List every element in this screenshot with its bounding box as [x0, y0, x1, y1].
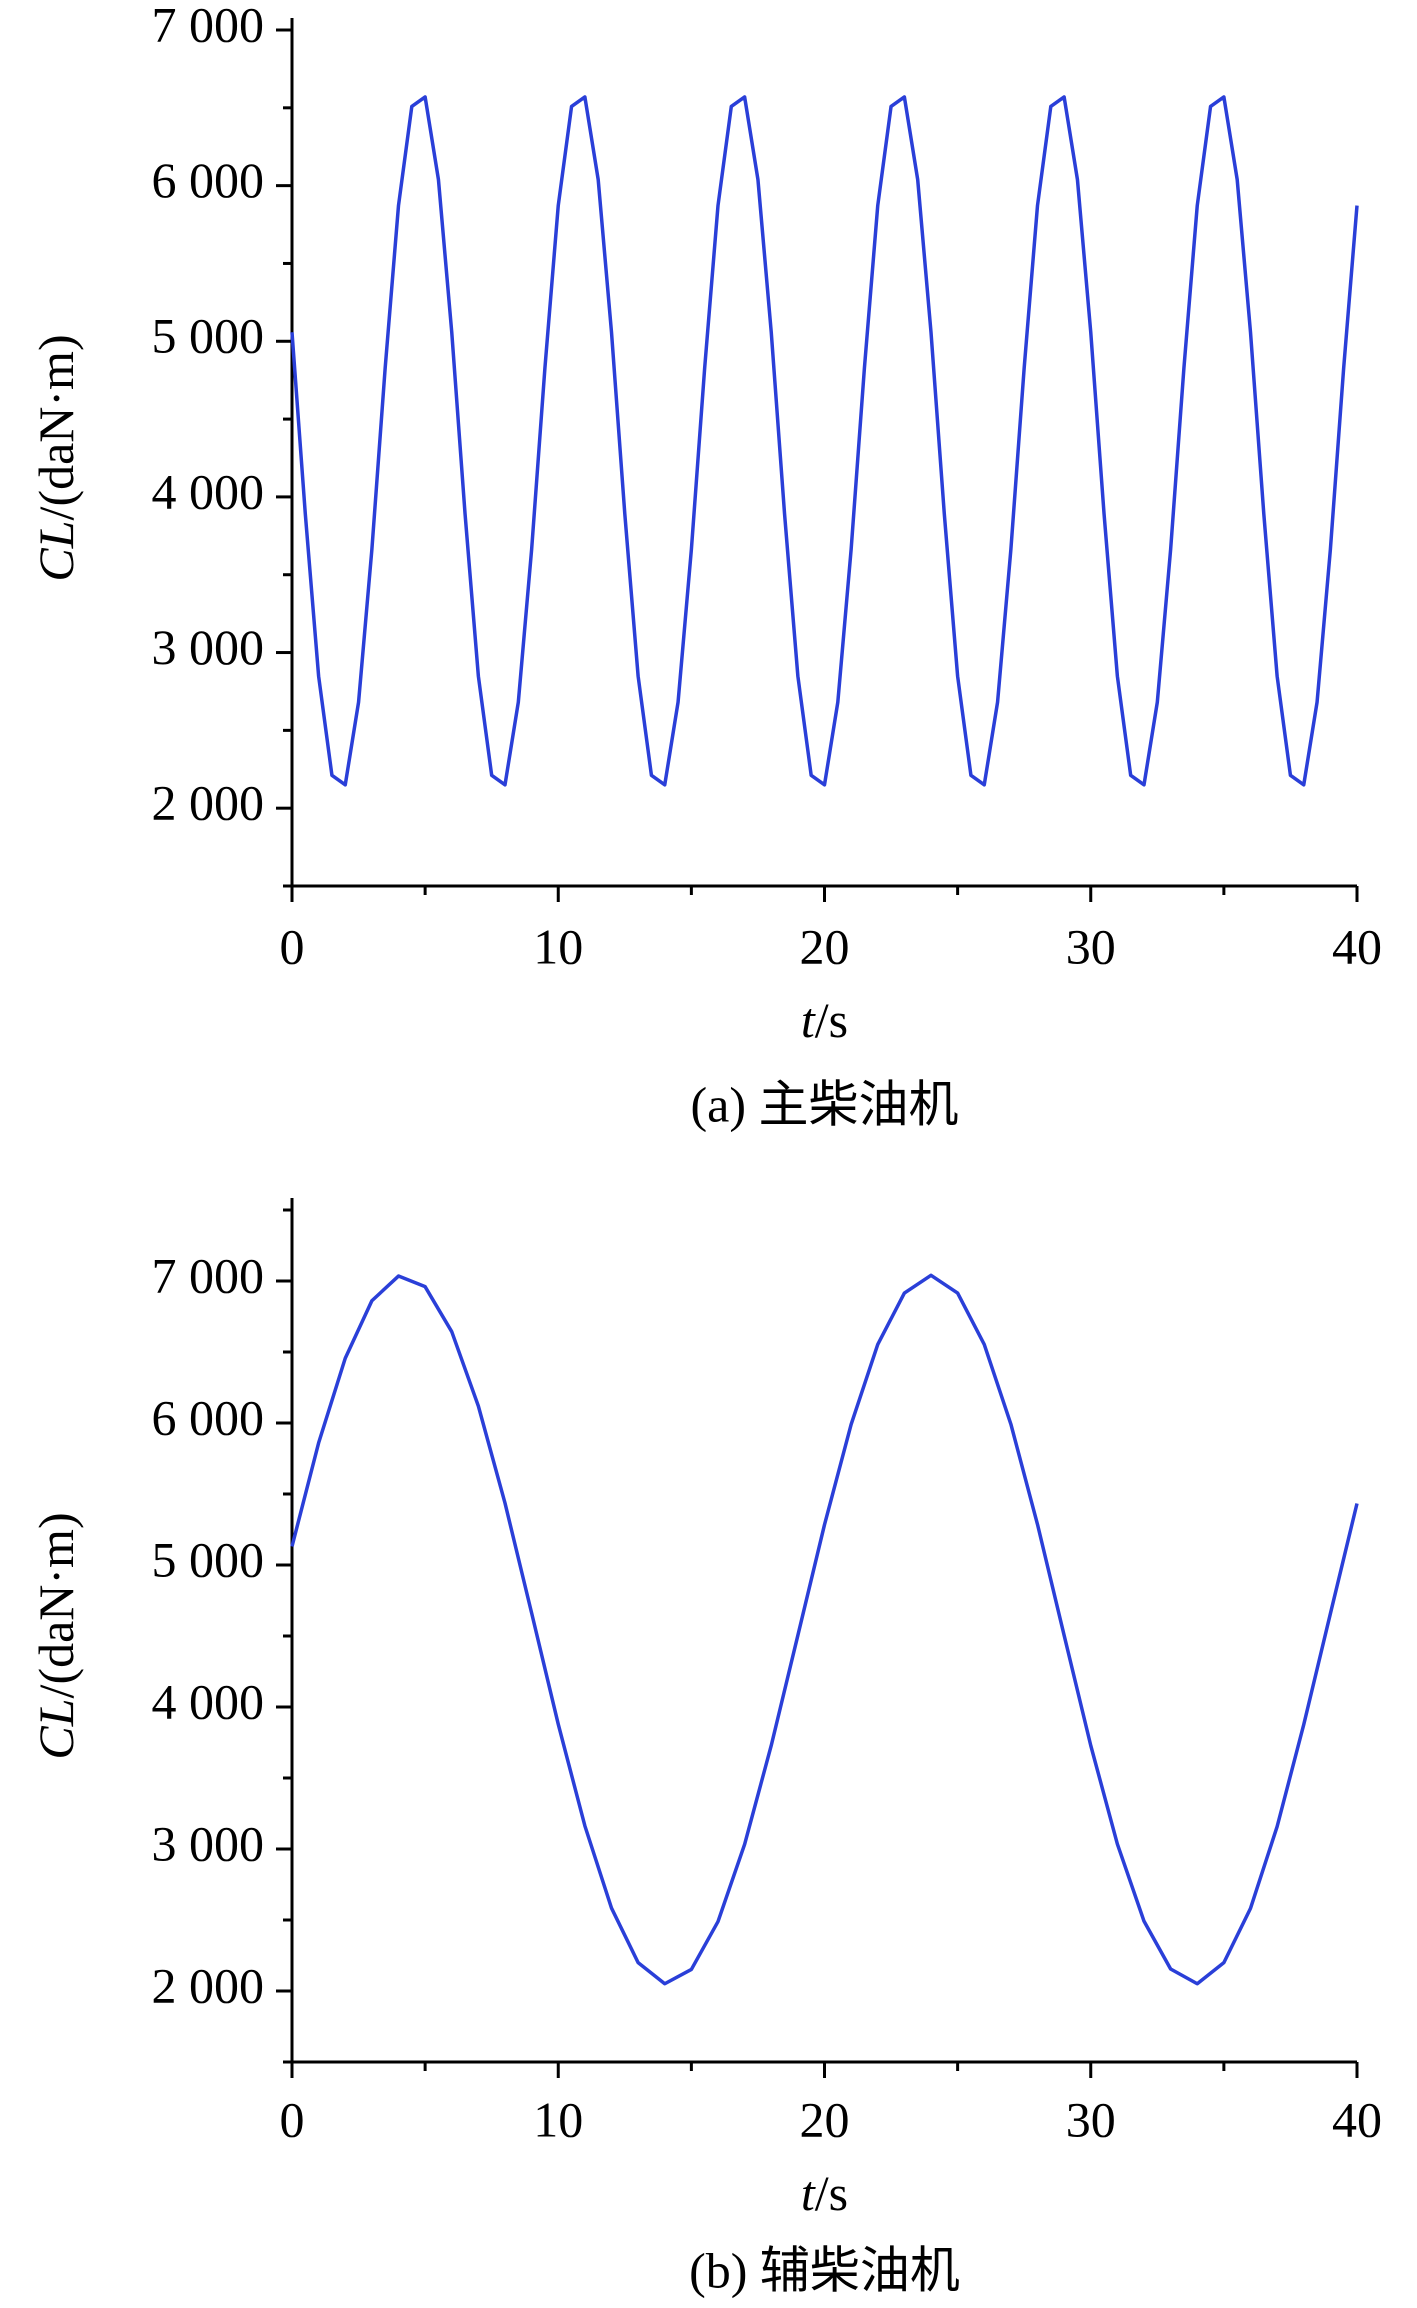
- data-line: [290, 95, 1359, 787]
- y-tick-label: 2 000: [152, 1957, 265, 2013]
- caption: (a) 主柴油机: [691, 1076, 959, 1132]
- x-tick-label: 20: [800, 918, 850, 974]
- y-tick-label: 5 000: [152, 1531, 265, 1587]
- x-label-variable: t: [801, 2165, 816, 2221]
- x-tick-label: 10: [533, 2091, 583, 2147]
- y-tick-label: 7 000: [152, 0, 265, 52]
- x-axis-label: t/s: [801, 2165, 848, 2221]
- y-tick-label: 4 000: [152, 463, 265, 519]
- x-label-unit: /s: [815, 2165, 848, 2221]
- y-axis-label: CL/(daN·m): [28, 1512, 84, 1759]
- x-tick-label: 0: [280, 2091, 305, 2147]
- y-tick-label: 3 000: [152, 619, 265, 675]
- y-label-unit: /(daN·m): [28, 1512, 84, 1698]
- y-tick-label: 4 000: [152, 1673, 265, 1729]
- y-tick-label: 6 000: [152, 152, 265, 208]
- x-tick-label: 10: [533, 918, 583, 974]
- x-tick-label: 30: [1066, 918, 1116, 974]
- x-tick-label: 30: [1066, 2091, 1116, 2147]
- x-tick-label: 40: [1332, 918, 1382, 974]
- chart: 2 000 3 000 4 000 5 000 6 000 7 000 0 10 20 30 40 t…: [28, 1198, 1382, 2298]
- y-label-variable: CL: [28, 520, 84, 581]
- y-axis-label: CL/(daN·m): [28, 334, 84, 581]
- chart: 2 000 3 000 4 000 5 000 6 000 7 000 0 10 20 30 40 t…: [28, 0, 1382, 1132]
- x-label-unit: /s: [815, 992, 848, 1048]
- y-tick-label: 6 000: [152, 1389, 265, 1445]
- data-line: [290, 1273, 1359, 1986]
- x-tick-label: 20: [800, 2091, 850, 2147]
- y-label-unit: /(daN·m): [28, 334, 84, 520]
- y-tick-label: 7 000: [152, 1247, 265, 1303]
- x-label-variable: t: [801, 992, 816, 1048]
- x-axis-label: t/s: [801, 992, 848, 1048]
- x-tick-label: 40: [1332, 2091, 1382, 2147]
- y-tick-label: 2 000: [152, 775, 265, 831]
- caption: (b) 辅柴油机: [689, 2242, 960, 2298]
- x-tick-label: 0: [280, 918, 305, 974]
- y-tick-label: 3 000: [152, 1815, 265, 1871]
- y-label-variable: CL: [28, 1698, 84, 1759]
- y-tick-label: 5 000: [152, 308, 265, 364]
